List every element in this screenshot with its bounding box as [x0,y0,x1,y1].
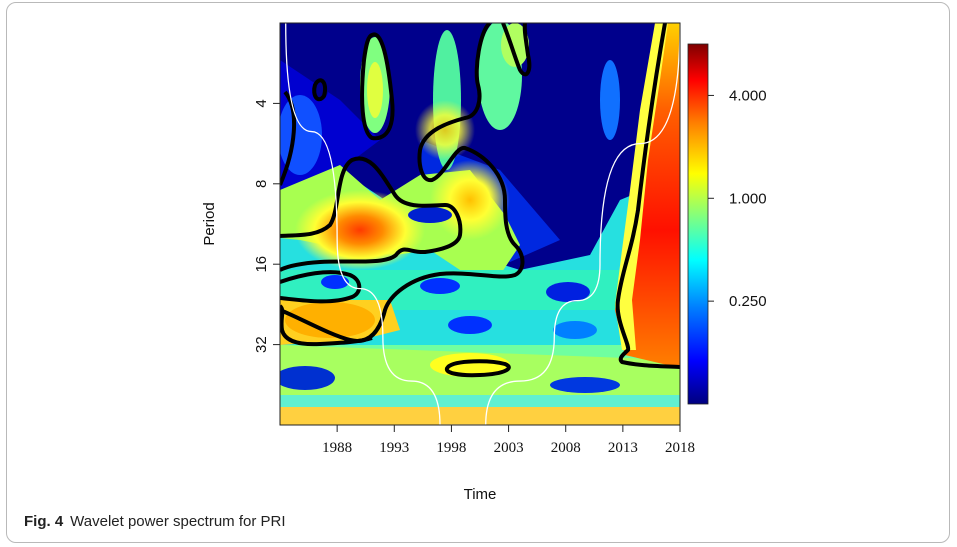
x-tick-label: 2013 [608,440,638,456]
cone-of-influence [285,23,680,425]
colorbar-tick-label: 4.000 [729,87,767,104]
colorbar-ticks: 4.000 1.000 0.250 [708,87,767,310]
significance-contours [280,23,680,378]
x-axis: 1988 1993 1998 2003 2008 2013 2018 [322,424,695,456]
x-axis-title: Time [464,486,497,503]
y-axis: 4 8 16 32 [253,99,281,353]
x-tick-label: 2008 [551,440,581,456]
x-tick-label: 1988 [322,440,352,456]
colorbar-tick-label: 1.000 [729,190,767,207]
x-tick-label: 2003 [494,440,524,456]
x-tick-label: 1993 [379,440,409,456]
colorbar: 4.000 1.000 0.250 [687,43,767,405]
y-axis-title: Period [201,202,218,245]
y-tick-label: 32 [253,336,270,353]
colorbar-gradient [687,43,709,405]
colorbar-tick-label: 0.250 [729,293,767,310]
caption-label: Fig. 4 [24,513,64,530]
y-tick-label: 4 [253,99,270,107]
figure-caption: Fig. 4 Wavelet power spectrum for PRI [24,513,286,530]
x-tick-label: 2018 [665,440,695,456]
x-tick-label: 1998 [436,440,466,456]
caption-text: Wavelet power spectrum for PRI [70,513,286,530]
y-tick-label: 16 [253,256,270,273]
y-tick-label: 8 [253,180,270,188]
